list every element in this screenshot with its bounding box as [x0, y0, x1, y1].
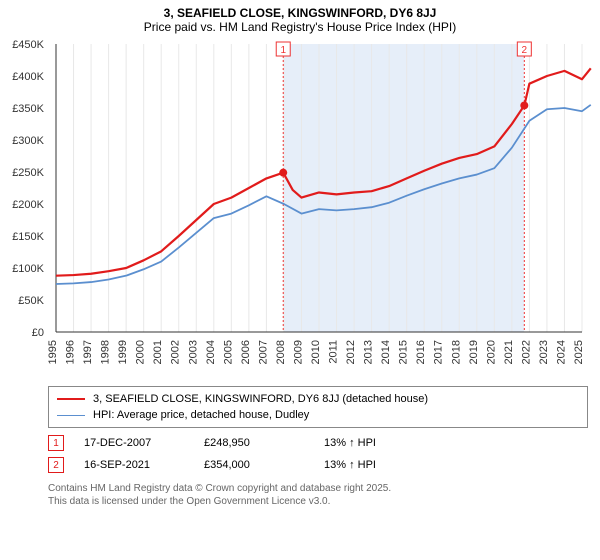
- x-tick-label: 2016: [415, 340, 427, 364]
- line-chart-svg: 1995 1996 1997 1998 1999 2000 2001 2002 2003 2004…: [48, 38, 588, 378]
- x-tick-label: 2015: [398, 340, 410, 364]
- y-tick-label: £200K: [12, 199, 44, 211]
- x-tick-label: 1997: [82, 340, 94, 364]
- x-tick-label: 2014: [380, 340, 392, 364]
- x-tick-label: 2025: [573, 340, 585, 364]
- x-tick-label: 1995: [47, 340, 59, 364]
- x-tick-label: 2009: [292, 340, 304, 364]
- event-delta: 13% ↑ HPI: [324, 437, 424, 449]
- event-badge-label: 1: [280, 45, 286, 56]
- event-date: 16-SEP-2021: [84, 459, 184, 471]
- legend-row: 3, SEAFIELD CLOSE, KINGSWINFORD, DY6 8JJ…: [57, 391, 579, 407]
- footer-attribution: Contains HM Land Registry data © Crown c…: [48, 482, 588, 508]
- legend-swatch: [57, 398, 85, 400]
- event-price: £248,950: [204, 437, 304, 449]
- footer-line-1: Contains HM Land Registry data © Crown c…: [48, 482, 588, 495]
- x-tick-label: 2019: [468, 340, 480, 364]
- event-row: 1 17-DEC-2007 £248,950 13% ↑ HPI: [48, 432, 588, 454]
- event-delta: 13% ↑ HPI: [324, 459, 424, 471]
- x-tick-label: 2022: [520, 340, 532, 364]
- x-tick-label: 1999: [117, 340, 129, 364]
- x-tick-label: 2010: [310, 340, 322, 364]
- page-subtitle: Price paid vs. HM Land Registry's House …: [0, 20, 600, 38]
- x-tick-label: 2011: [328, 340, 340, 364]
- x-tick-label: 2007: [257, 340, 269, 364]
- x-tick-label: 2000: [135, 340, 147, 364]
- x-tick-label: 2021: [503, 340, 515, 364]
- x-tick-label: 2018: [450, 340, 462, 364]
- y-tick-label: £50K: [18, 295, 44, 307]
- legend-label: HPI: Average price, detached house, Dudl…: [93, 409, 309, 421]
- event-row: 2 16-SEP-2021 £354,000 13% ↑ HPI: [48, 454, 588, 476]
- legend-label: 3, SEAFIELD CLOSE, KINGSWINFORD, DY6 8JJ…: [93, 393, 428, 405]
- legend: 3, SEAFIELD CLOSE, KINGSWINFORD, DY6 8JJ…: [48, 386, 588, 428]
- events-table: 1 17-DEC-2007 £248,950 13% ↑ HPI 2 16-SEP-202…: [48, 432, 588, 476]
- x-tick-label: 2002: [170, 340, 182, 364]
- page-title: 3, SEAFIELD CLOSE, KINGSWINFORD, DY6 8JJ: [0, 0, 600, 20]
- x-tick-label: 2004: [205, 340, 217, 364]
- x-tick-label: 1996: [65, 340, 77, 364]
- y-tick-label: £350K: [12, 103, 44, 115]
- y-tick-label: £400K: [12, 71, 44, 83]
- footer-line-2: This data is licensed under the Open Gov…: [48, 495, 588, 508]
- y-tick-label: £450K: [12, 39, 44, 51]
- x-tick-label: 2003: [187, 340, 199, 364]
- event-date: 17-DEC-2007: [84, 437, 184, 449]
- legend-swatch: [57, 415, 85, 416]
- x-tick-label: 2013: [363, 340, 375, 364]
- x-tick-label: 2020: [485, 340, 497, 364]
- chart: 1995 1996 1997 1998 1999 2000 2001 2002 2003 2004…: [48, 38, 588, 378]
- x-tick-label: 2006: [240, 340, 252, 364]
- event-badge-label: 2: [522, 45, 528, 56]
- y-tick-label: £300K: [12, 135, 44, 147]
- y-tick-label: £250K: [12, 167, 44, 179]
- x-tick-label: 2001: [152, 340, 164, 364]
- legend-row: HPI: Average price, detached house, Dudl…: [57, 407, 579, 423]
- y-tick-label: £100K: [12, 263, 44, 275]
- event-price: £354,000: [204, 459, 304, 471]
- x-tick-label: 2017: [433, 340, 445, 364]
- y-tick-label: £0: [32, 327, 44, 339]
- event-badge: 2: [48, 457, 64, 473]
- x-tick-label: 2023: [538, 340, 550, 364]
- x-tick-label: 2008: [275, 340, 287, 364]
- event-badge: 1: [48, 435, 64, 451]
- x-tick-label: 1998: [100, 340, 112, 364]
- x-tick-label: 2024: [555, 340, 567, 364]
- x-tick-label: 2005: [222, 340, 234, 364]
- x-tick-label: 2012: [345, 340, 357, 364]
- y-tick-label: £150K: [12, 231, 44, 243]
